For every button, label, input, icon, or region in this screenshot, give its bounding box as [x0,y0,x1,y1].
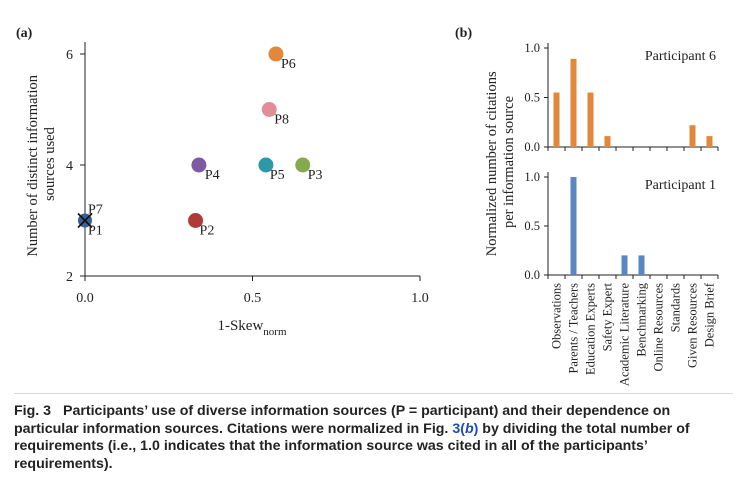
bar-participant-6-observations [553,92,560,147]
bar-participant-1-academic-literature [621,255,628,275]
scatter-point-p5 [258,157,274,173]
bar-category-label-design-brief: Design Brief [703,282,717,347]
scatter-xlabel-main: 1-Skew [217,318,263,334]
bar-category-label-standards: Standards [669,283,683,332]
bar-chart: 0.0 0.5 1.0 Participant 6 0.0 0.5 1.0 Participa… [484,41,719,387]
scatter-y-tick-label: 4 [66,159,73,174]
caption-link-num: 3( [452,420,465,437]
scatter-x-tick-label: 0.5 [244,291,262,306]
scatter-point-label-p3: P3 [308,168,323,183]
caption-link-letter: b [464,420,474,437]
scatter-point-label-p4: P4 [205,168,220,183]
scatter-point-p8 [261,102,277,117]
bar-panel-title-participant-6: Participant 6 [645,49,716,64]
bar-category-label-academic-literature: Academic Literature [618,283,632,387]
bar-participant-6-education-experts [587,92,594,147]
scatter-ylabel-line2: sources used [42,126,58,200]
bar-category-label-observations: Observations [550,283,564,349]
bar-y-tick-label: 0.0 [524,140,540,154]
figure: (a) (b) 2 4 6 0.0 0.5 1.0 P1 P7 P2 P3 P4 P5 P6 P8 Nu… [16,26,719,387]
scatter-y-axis-label: Number of distinct information sources u… [25,71,58,256]
panel-b-label: (b) [455,26,472,41]
scatter-point-p3 [295,157,311,173]
bar-participant-6-given-resources [689,125,696,147]
scatter-x-axis-label: 1-Skewnorm [217,318,286,338]
bar-category-label-online-resources: Online Resources [652,283,666,372]
scatter-point-label-p5: P5 [270,168,285,183]
bar-y-tick-label: 1.0 [524,41,540,55]
bar-participant-1-benchmarking [638,255,645,275]
bar-y-tick-label: 0.5 [524,219,540,233]
caption-divider [14,393,733,394]
scatter-point-cross [77,212,93,229]
scatter-point-label-p7: P7 [88,203,103,218]
scatter-chart: 2 4 6 0.0 0.5 1.0 P1 P7 P2 P3 P4 P5 P6 P8 Number of … [25,42,429,338]
bar-participant-1-parents-teachers [570,177,577,275]
bar-y-tick-label: 0.5 [524,91,540,105]
scatter-x-tick-label: 1.0 [411,291,429,306]
scatter-point-label-p6: P6 [281,57,296,72]
bar-category-label-benchmarking: Benchmarking [635,282,649,356]
bar-y-axis-label: Normalized number of citations per infor… [484,68,517,256]
caption-link-close: ) [473,420,479,437]
bar-participant-6-design-brief [706,136,713,147]
bar-participant-6-parents-teachers [570,58,577,147]
bar-category-label-education-experts: Education Experts [584,283,598,375]
scatter-y-tick-label: 2 [66,270,73,285]
scatter-point-p4 [191,157,207,173]
bar-ylabel-line1: Normalized number of citations [484,71,500,256]
scatter-point-p1 [77,212,93,229]
scatter-point-label-p8: P8 [274,113,289,128]
figure-caption: Fig. 3 Participants’ use of diverse info… [14,403,734,473]
caption-label: Fig. 3 [14,403,52,419]
bar-ylabel-line2: per information source [501,96,517,228]
bar-category-label-safety-expert: Safety Expert [601,282,615,351]
caption-text-2: by dividing the total number of requirem… [14,420,690,472]
scatter-point-p2 [188,213,204,228]
scatter-xlabel-sub: norm [263,326,287,338]
bar-category-label-given-resources: Given Resources [686,283,700,368]
bar-panel-title-participant-1: Participant 1 [645,178,716,193]
caption-figure-link[interactable]: 3(b) [452,421,478,437]
bar-category-label-parents-teachers: Parents / Teachers [567,283,581,374]
bar-y-tick-label: 1.0 [524,170,540,184]
scatter-ylabel-line1: Number of distinct information [25,74,41,256]
figure-svg: (a) (b) 2 4 6 0.0 0.5 1.0 P1 P7 P2 P3 P4 P5 P6 P8 Nu… [16,26,719,387]
panel-a-label: (a) [16,26,33,41]
scatter-point-label-p1: P1 [88,224,103,239]
bar-y-tick-label: 0.0 [524,268,540,282]
caption-text-1: Participants’ use of diverse information… [14,403,671,437]
scatter-point-label-p2: P2 [200,224,215,239]
scatter-x-tick-label: 0.0 [76,291,94,306]
scatter-point-p6 [268,46,284,62]
bar-participant-6-safety-expert [604,136,611,147]
scatter-y-tick-label: 6 [66,48,73,63]
